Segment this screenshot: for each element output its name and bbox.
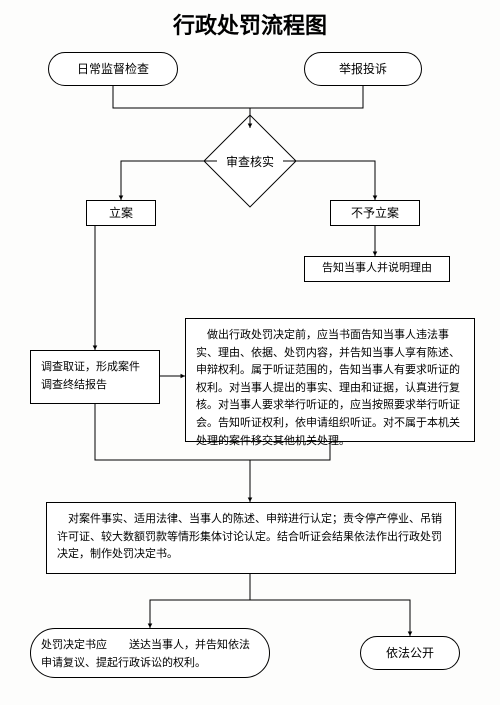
node-label: 对案件事实、适用法律、当事人的陈述、申辩进行认定；责令停产停业、吊销许可证、较大…	[57, 511, 445, 564]
node-label: 处罚决定书应 送达当事人，并告知依法申请复议、提起行政诉讼的权利。	[41, 637, 259, 672]
node-label: 告知当事人并说明理由	[322, 261, 432, 276]
node-decision: 对案件事实、适用法律、当事人的陈述、申辩进行认定；责令停产停业、吊销许可证、较大…	[46, 502, 456, 574]
node-file-case: 立案	[86, 200, 156, 226]
node-label: 立案	[109, 205, 133, 222]
node-label: 举报投诉	[339, 61, 387, 78]
page-title: 行政处罚流程图	[0, 8, 500, 40]
node-label: 审查核实	[217, 128, 283, 194]
node-publish: 依法公开	[360, 636, 460, 670]
node-investigate: 调查取证，形成案件调查终结报告	[30, 350, 160, 404]
node-label: 做出行政处罚决定前，应当书面告知当事人违法事实、理由、依据、处罚内容，并告知当事…	[196, 327, 464, 450]
node-deliver: 处罚决定书应 送达当事人，并告知依法申请复议、提起行政诉讼的权利。	[30, 628, 270, 678]
node-label: 日常监督检查	[77, 61, 149, 78]
node-no-case: 不予立案	[330, 200, 420, 226]
node-start-complaint: 举报投诉	[304, 52, 422, 86]
node-label: 不予立案	[351, 205, 399, 222]
node-review: 审查核实	[217, 128, 283, 194]
node-pre-decision: 做出行政处罚决定前，应当书面告知当事人违法事实、理由、依据、处罚内容，并告知当事…	[185, 318, 475, 442]
node-label: 调查取证，形成案件调查终结报告	[41, 359, 149, 394]
node-inform-reason: 告知当事人并说明理由	[304, 256, 450, 282]
node-label: 依法公开	[386, 645, 434, 662]
node-start-inspect: 日常监督检查	[48, 52, 178, 86]
